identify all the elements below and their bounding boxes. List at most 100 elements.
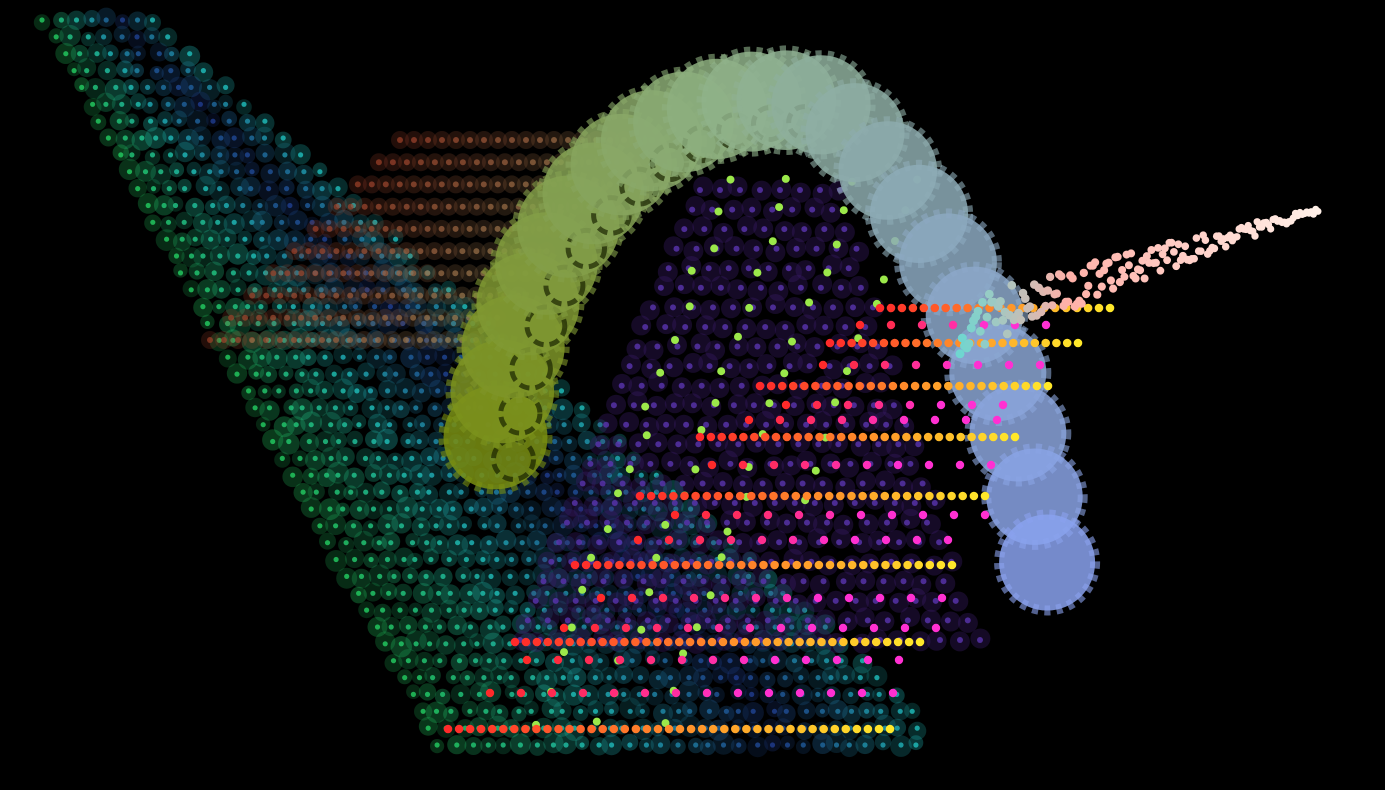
band-dot [417, 203, 424, 210]
wedge-halo [347, 383, 367, 404]
wedge-dot [846, 742, 852, 748]
mesh-halo [774, 320, 795, 341]
mesh-dot [826, 363, 833, 370]
wedge-dot [615, 455, 621, 461]
row-dot [861, 637, 870, 647]
band-dot [453, 137, 459, 143]
mesh-dot [634, 343, 641, 350]
wedge-dot [578, 523, 584, 529]
mesh-dot [730, 304, 736, 311]
mesh-dot [611, 500, 618, 506]
lime-dot [697, 426, 706, 434]
wedge-dot [553, 455, 559, 461]
wedge-dot [791, 658, 798, 664]
row-dot [988, 381, 997, 391]
wedge-dot [622, 607, 628, 613]
mesh-dot [805, 265, 812, 272]
wedge-dot [593, 523, 599, 529]
wedge-halo [259, 400, 280, 421]
wedge-halo [113, 25, 131, 43]
tail-dot [980, 339, 990, 349]
magenta-dot [720, 593, 730, 603]
band-dot [347, 337, 353, 343]
lime-dot [839, 206, 848, 215]
mesh-dot [657, 284, 664, 291]
wedge-halo [653, 583, 669, 598]
wedge-halo [375, 279, 391, 295]
wedge-halo [419, 485, 439, 505]
mesh-dot [907, 460, 914, 467]
mesh-dot [792, 597, 799, 604]
mesh-halo [795, 260, 816, 281]
row-dot [784, 637, 793, 647]
mesh-dot [744, 617, 751, 624]
wedge-halo [177, 178, 192, 193]
lime-dot [717, 553, 726, 562]
band-dot [509, 137, 515, 143]
wedge-dot [609, 742, 615, 748]
wedge-dot [815, 691, 821, 698]
mesh-dot [667, 460, 674, 467]
magenta-dot [886, 320, 896, 330]
tail-dot [966, 323, 976, 333]
row-dot [788, 381, 798, 391]
band-dot [410, 181, 417, 188]
band-dot [389, 292, 396, 299]
mesh-dot [790, 402, 797, 409]
mesh-halo [765, 242, 786, 263]
row-dot [795, 637, 804, 647]
wedge-halo [469, 633, 485, 649]
mesh-dot [775, 441, 782, 448]
wedge-dot [79, 84, 85, 90]
mesh-dot [824, 519, 830, 526]
row-dot [737, 560, 746, 570]
row-dot [703, 560, 713, 570]
wedge-halo [503, 600, 519, 615]
wedge-dot [606, 675, 612, 681]
wedge-dot [531, 590, 537, 596]
mesh-dot [596, 539, 603, 546]
wedge-dot [322, 236, 328, 242]
wedge-halo [351, 414, 367, 430]
wedge-dot [662, 658, 668, 664]
wedge-halo [301, 378, 320, 398]
wedge-dot [322, 354, 328, 360]
wedge-halo [604, 701, 619, 717]
mesh-dot [904, 617, 911, 624]
mesh-dot [896, 539, 903, 546]
row-dot [967, 432, 976, 442]
tail-dot [1036, 307, 1046, 317]
magenta-dot [838, 623, 848, 633]
wedge-dot [623, 489, 629, 495]
wedge-dot [350, 523, 357, 529]
wedge-dot [181, 101, 187, 107]
wedge-dot [267, 169, 273, 175]
magenta-dot [837, 415, 847, 425]
magenta-dot [701, 510, 711, 520]
mesh-dot [830, 304, 836, 311]
wedge-dot [400, 590, 406, 596]
row-dot [969, 491, 979, 501]
wedge-dot [784, 742, 791, 748]
wedge-dot [914, 725, 920, 731]
band-dot [452, 270, 459, 277]
wedge-halo [638, 618, 661, 641]
row-dot [777, 381, 787, 391]
band-dot [284, 314, 291, 321]
wedge-dot [347, 371, 353, 377]
band-dot [354, 270, 361, 277]
wedge-dot [340, 354, 346, 360]
mesh-dot [844, 617, 851, 624]
mesh-dot [832, 597, 839, 604]
wedge-dot [549, 506, 555, 512]
mesh-dot [677, 284, 684, 291]
row-dot [635, 491, 645, 501]
wedge-dot [745, 573, 752, 580]
mesh-dot [779, 480, 786, 487]
wedge-dot [647, 624, 653, 630]
wedge-dot [404, 506, 410, 512]
mesh-halo [701, 396, 722, 417]
tail-dot [1156, 266, 1165, 275]
mesh-halo [755, 411, 776, 431]
row-dot [910, 381, 920, 391]
